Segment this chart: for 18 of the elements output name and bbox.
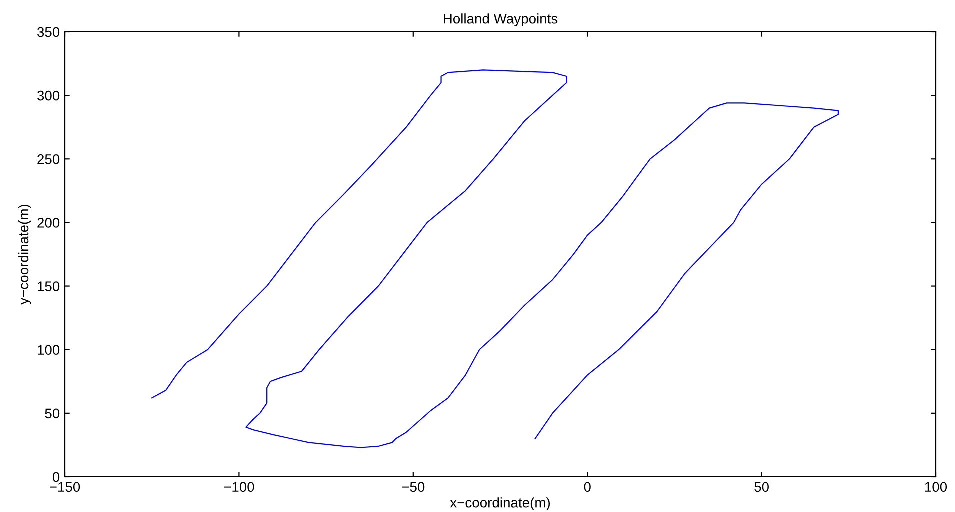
y-tick-label: 300 — [38, 90, 60, 101]
x-tick-label: −100 — [224, 482, 254, 492]
x-tick-label: −150 — [50, 482, 80, 492]
y-axis-title: y−coordinate(m) — [18, 204, 32, 305]
y-tick-label: 350 — [38, 27, 60, 38]
y-tick-label: 200 — [38, 218, 60, 228]
x-tick-label: 100 — [925, 482, 948, 492]
y-tick-label: 250 — [38, 154, 60, 164]
y-tick-label: 150 — [38, 282, 60, 292]
line-series — [152, 70, 840, 448]
y-tick-label: 100 — [38, 345, 60, 356]
x-axis-title: x−coordinate(m) — [450, 498, 550, 511]
x-tick-label: −50 — [402, 482, 425, 492]
x-tick-label: 0 — [584, 482, 591, 492]
y-tick-label: 0 — [52, 472, 60, 482]
chart-title: Holland Waypoints — [444, 14, 558, 27]
y-tick-label: 50 — [45, 408, 60, 419]
x-tick-label: 50 — [754, 482, 769, 492]
